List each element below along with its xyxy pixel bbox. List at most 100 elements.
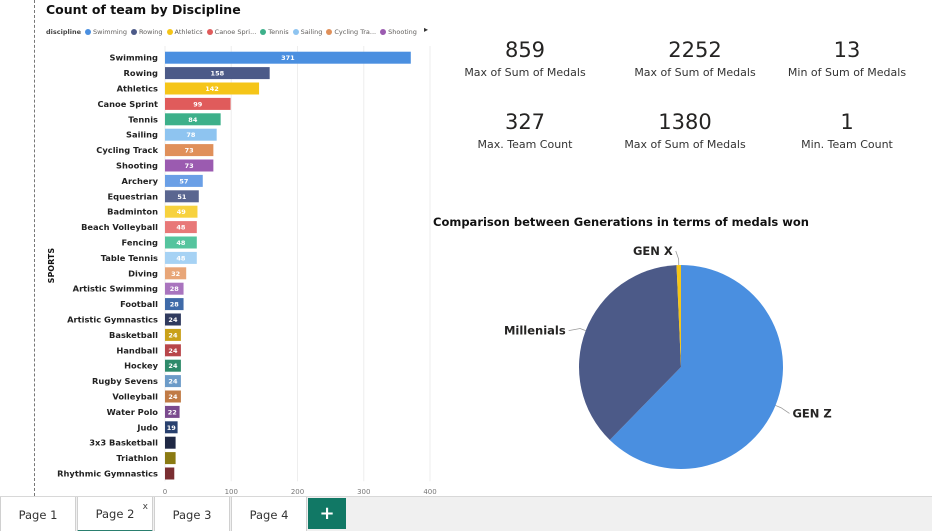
category-label: Fencing [122, 238, 159, 248]
bar-value-label: 57 [179, 177, 188, 185]
bar[interactable] [165, 328, 181, 341]
bar[interactable] [165, 174, 203, 187]
legend-dot-icon [84, 29, 91, 35]
legend-item[interactable]: Cycling Tra... [326, 28, 376, 36]
legend-dot-icon [166, 29, 173, 35]
category-label: Football [120, 299, 158, 309]
bar-value-label: 51 [177, 193, 187, 201]
bar[interactable] [165, 236, 197, 249]
bar-value-label: 24 [168, 378, 178, 386]
bar[interactable] [165, 452, 176, 465]
bar-chart[interactable]: 0 100 200 300 400 SPORTS Swimming 371 Rowing 158 A… [0, 40, 440, 500]
legend-item[interactable]: Tennis [260, 28, 289, 36]
legend-item[interactable]: Athletics [166, 28, 203, 36]
tab-page-2[interactable]: Page 2 x [77, 497, 153, 531]
tab-label: Page 4 [249, 507, 289, 522]
category-label: Basketball [109, 330, 158, 340]
pie-chart[interactable]: GEN Z Millenials GEN X [490, 236, 910, 486]
bar[interactable] [165, 67, 270, 80]
tab-page-1[interactable]: Page 1 [0, 497, 76, 531]
pie-leader-line [775, 405, 790, 414]
category-label: Rugby Sevens [92, 376, 158, 386]
bar[interactable] [165, 405, 180, 418]
page-tab-bar: Page 1 Page 2 x Page 3 Page 4 [0, 496, 932, 531]
bar-value-label: 158 [211, 70, 225, 78]
category-label: Rhythmic Gymnastics [57, 469, 158, 479]
bar-value-label: 49 [177, 208, 187, 216]
category-label: Equestrian [108, 191, 159, 201]
bar[interactable] [165, 221, 197, 234]
bar[interactable] [165, 144, 214, 157]
bar[interactable] [165, 390, 181, 403]
kpi-label: Max. Team Count [477, 138, 573, 151]
kpi-value: 13 [833, 38, 861, 62]
bar[interactable] [165, 82, 260, 95]
legend-item[interactable]: Canoe Spri... [206, 28, 256, 36]
legend-item[interactable]: Rowing [130, 28, 163, 36]
bar[interactable] [165, 97, 231, 110]
kpi-label: Max of Sum of Medals [634, 66, 756, 79]
bar[interactable] [165, 344, 181, 357]
pie-slice[interactable] [579, 265, 681, 441]
kpi-card-min-team-count: 1 Min. Team Count [782, 110, 912, 151]
pie-slice-label: GEN X [633, 244, 673, 258]
bar-value-label: 73 [185, 147, 194, 155]
bar[interactable] [165, 159, 214, 172]
pie-slice[interactable] [676, 265, 681, 367]
add-page-button[interactable]: + [308, 498, 346, 529]
bar-value-label: 24 [168, 362, 178, 370]
bar[interactable] [165, 51, 411, 64]
bar-value-label: 78 [186, 131, 196, 139]
bar[interactable] [165, 298, 184, 311]
tab-page-4[interactable]: Page 4 [231, 497, 307, 531]
tab-label: Page 1 [18, 507, 58, 522]
category-label: Swimming [110, 53, 159, 63]
bar[interactable] [165, 205, 198, 218]
kpi-label: Max of Sum of Medals [464, 66, 586, 79]
legend-item[interactable]: Sailing [292, 28, 322, 36]
bar-value-label: 19 [167, 424, 177, 432]
bar[interactable] [165, 282, 184, 295]
bar[interactable] [165, 359, 181, 372]
bar[interactable] [165, 375, 181, 388]
category-label: Cycling Track [96, 145, 158, 155]
bar[interactable] [165, 113, 221, 126]
tab-page-3[interactable]: Page 3 [154, 497, 230, 531]
bar[interactable] [165, 436, 176, 449]
category-label: Sailing [126, 130, 158, 140]
bar[interactable] [165, 313, 181, 326]
bar[interactable] [165, 421, 178, 434]
bar-value-label: 99 [193, 100, 203, 108]
bar[interactable] [165, 251, 197, 264]
kpi-value: 327 [504, 110, 546, 134]
kpi-label: Min. Team Count [801, 138, 893, 151]
bar-value-label: 28 [170, 301, 180, 309]
tab-label: Page 3 [172, 507, 212, 522]
legend-item[interactable]: Shooting [380, 28, 417, 36]
bar[interactable] [165, 467, 175, 480]
x-tick-label: 400 [423, 488, 436, 496]
kpi-card-min-medals: 13 Min of Sum of Medals [782, 38, 912, 79]
x-tick-label: 0 [163, 488, 167, 496]
chart-legend[interactable]: discipline Swimming Rowing Athletics Canoe … [46, 26, 421, 38]
legend-label: Athletics [174, 28, 203, 36]
bar-chart-title: Count of team by Discipline [46, 2, 241, 17]
pie-chart-title: Comparison between Generations in terms … [433, 215, 809, 229]
x-tick-label: 100 [225, 488, 238, 496]
x-tick-label: 300 [357, 488, 370, 496]
legend-dot-icon [380, 29, 387, 35]
pie-leader-line [568, 328, 586, 332]
legend-next-arrow-icon[interactable]: ▸ [424, 25, 429, 34]
bar-value-label: 371 [281, 54, 295, 62]
kpi-value: 1380 [658, 110, 712, 134]
legend-item[interactable]: Swimming [84, 28, 127, 36]
pie-slice-label: Millenials [504, 324, 566, 338]
category-label: Canoe Sprint [97, 99, 158, 109]
bar[interactable] [165, 267, 187, 280]
pie-slice[interactable] [609, 265, 783, 469]
legend-label: Cycling Tra... [334, 28, 377, 36]
bar[interactable] [165, 190, 199, 203]
bar[interactable] [165, 128, 217, 141]
close-icon[interactable]: x [142, 502, 148, 512]
